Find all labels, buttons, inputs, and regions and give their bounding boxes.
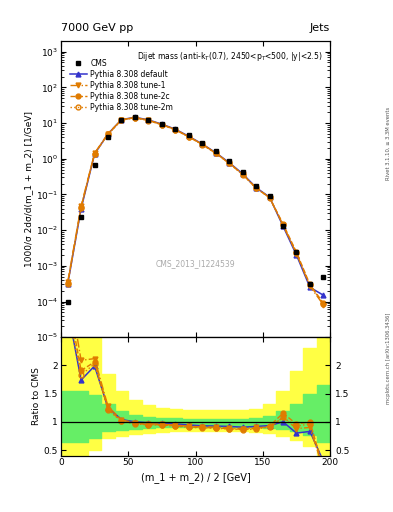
- Text: CMS_2013_I1224539: CMS_2013_I1224539: [156, 259, 235, 268]
- Text: Rivet 3.1.10, ≥ 3.3M events: Rivet 3.1.10, ≥ 3.3M events: [386, 106, 391, 180]
- Text: Jets: Jets: [310, 23, 330, 33]
- X-axis label: (m_1 + m_2) / 2 [GeV]: (m_1 + m_2) / 2 [GeV]: [141, 472, 250, 482]
- Legend: CMS, Pythia 8.308 default, Pythia 8.308 tune-1, Pythia 8.308 tune-2c, Pythia 8.3: CMS, Pythia 8.308 default, Pythia 8.308 …: [68, 57, 176, 114]
- Y-axis label: Ratio to CMS: Ratio to CMS: [32, 368, 41, 425]
- Text: Dijet mass (anti-k$_T$(0.7), 2450<p$_T$<500, |y|<2.5): Dijet mass (anti-k$_T$(0.7), 2450<p$_T$<…: [136, 50, 322, 63]
- Y-axis label: 1000/σ 2dσ/d(m_1 + m_2) [1/GeV]: 1000/σ 2dσ/d(m_1 + m_2) [1/GeV]: [24, 111, 33, 267]
- Text: 7000 GeV pp: 7000 GeV pp: [61, 23, 133, 33]
- Text: mcplots.cern.ch [arXiv:1306.3436]: mcplots.cern.ch [arXiv:1306.3436]: [386, 313, 391, 404]
